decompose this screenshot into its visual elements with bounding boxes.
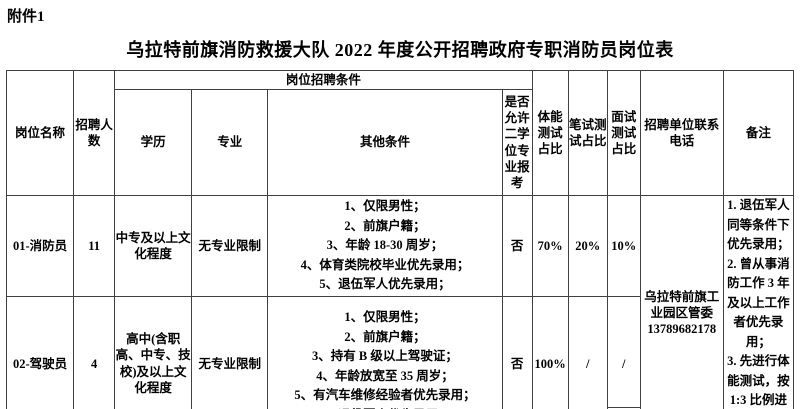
condition-item: 2、前旗户籍； [344,329,426,344]
cell-contact: 乌拉特前旗工业园区管委 13789682178 [639,195,724,409]
col-header-remarks: 备注 [722,70,795,196]
col-header-conditions-group: 岗位招聘条件 [114,70,533,90]
col-header-second-degree: 是否允许二学位专业报考 [501,89,533,196]
condition-item: 4、体育类院校毕业优先录用； [300,257,470,272]
contact-phone: 13789682178 [647,322,717,337]
remark-item: 1. 退伍军人同等条件下优先录用； [727,198,790,251]
cell-position-name: 01-消防员 [5,194,75,298]
col-header-recruit-count: 招聘人数 [73,70,116,196]
col-header-major: 专业 [191,89,269,196]
interview-box-bottom-border [608,407,640,409]
condition-item: 1、仅限男性； [344,199,426,214]
cell-physical-ratio: 100% [531,296,569,409]
cell-second-degree: 否 [501,194,533,298]
interview-ratio-value: / [621,356,626,371]
attachment-label: 附件1 [7,9,45,25]
cell-interview-ratio: / [606,296,641,409]
cell-other-conditions: 1、仅限男性； 2、前旗户籍； 3、持有 B 级以上驾驶证； 4、年龄放宽至 3… [267,296,503,409]
condition-item: 1、仅限男性； [344,310,426,325]
cell-education: 高中(含职高、中专、技校)及以上文化程度 [114,296,193,409]
cell-physical-ratio: 70% [531,194,569,298]
cell-other-conditions: 1、仅限男性； 2、前旗户籍； 3、年龄 18-30 周岁； 4、体育类院校毕业… [267,194,503,298]
cell-remarks: 1. 退伍军人同等条件下优先录用； 2. 曾从事消防工作 3 年及以上工作者优先… [722,195,795,409]
cell-written-ratio: / [567,296,608,409]
col-header-interview-test: 面试测试占比 [606,70,641,196]
table-row-driver: 02-驾驶员 4 高中(含职高、中专、技校)及以上文化程度 无专业限制 1、仅限… [5,296,794,409]
condition-item: 3、持有 B 级以上驾驶证； [312,349,458,364]
condition-item: 4、年龄放宽至 35 周岁； [316,368,454,383]
col-header-written-test: 笔试测试占比 [567,70,608,196]
col-header-physical-test: 体能测试占比 [531,70,569,196]
cell-major: 无专业限制 [191,194,269,298]
remark-item: 3. 先进行体能测试，按 1:3 比例进入笔试 [727,354,790,407]
position-table: 岗位名称 招聘人数 岗位招聘条件 体能测试占比 笔试测试占比 面试测试占比 招聘… [5,70,795,409]
condition-item: 5、退伍军人优先录用； [319,277,451,292]
cell-written-ratio: 20% [567,194,608,298]
table-row-firefighter: 01-消防员 11 中专及以上文化程度 无专业限制 1、仅限男性； 2、前旗户籍… [5,194,795,409]
col-header-education: 学历 [114,89,193,196]
header-row-group: 岗位名称 招聘人数 岗位招聘条件 体能测试占比 笔试测试占比 面试测试占比 招聘… [5,70,795,196]
remark-item: 2. 曾从事消防工作 3 年及以上工作者优先录用； [727,256,790,349]
cell-recruit-count: 4 [73,296,116,409]
cell-interview-ratio: 10% [606,194,641,298]
condition-item: 2、前旗户籍； [344,218,426,233]
col-header-position-name: 岗位名称 [5,70,75,196]
condition-item: 6、退役军人优先录用； [269,406,501,409]
col-header-contact: 招聘单位联系电话 [639,70,724,196]
page-title: 乌拉特前旗消防救援大队 2022 年度公开招聘政府专职消防员岗位表 [126,40,674,60]
cell-education: 中专及以上文化程度 [114,194,193,298]
cell-recruit-count: 11 [73,194,116,298]
condition-item: 3、年龄 18-30 周岁； [326,238,444,253]
cell-position-name: 02-驾驶员 [5,296,75,409]
cell-major: 无专业限制 [191,296,269,409]
condition-item: 5、有汽车维修经验者优先录用； [294,388,476,403]
col-header-other-conditions: 其他条件 [267,89,503,196]
contact-unit: 乌拉特前旗工业园区管委 [644,289,720,320]
cell-second-degree: 否 [501,296,533,409]
header-row-sub: 学历 专业 其他条件 是否允许二学位专业报考 [7,89,794,196]
